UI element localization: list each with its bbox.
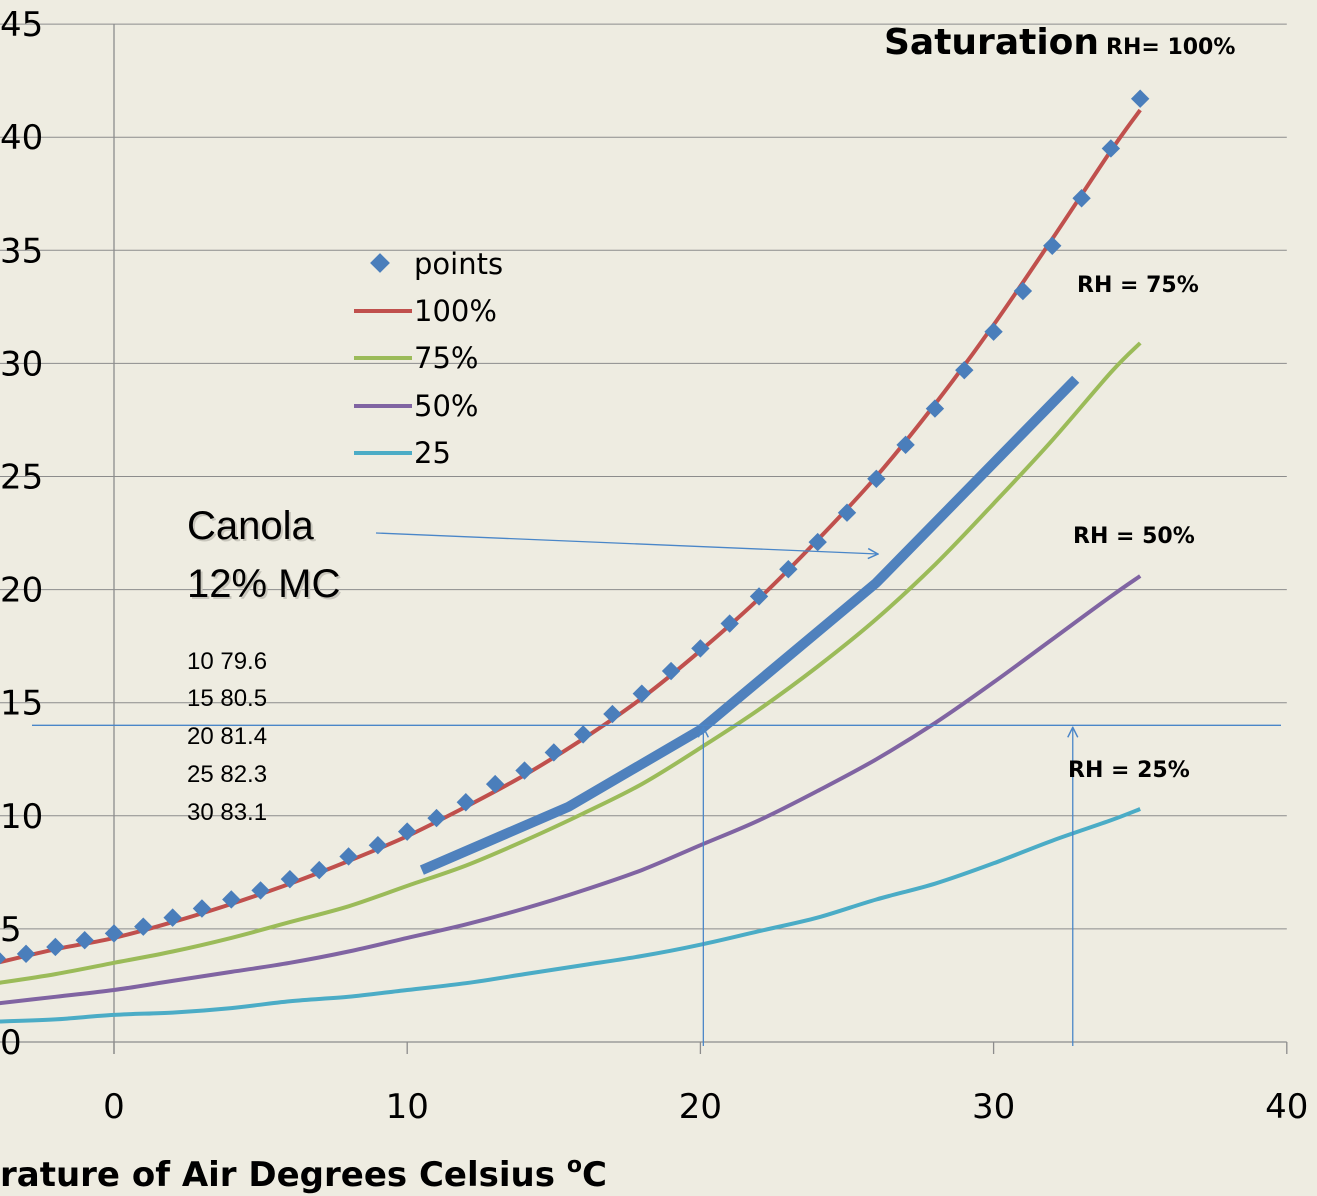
series-line-rh25 (0, 807, 1141, 1024)
series-line-rh75 (0, 341, 1142, 985)
x-tick-label: 0 (103, 1087, 125, 1127)
y-tick-label: 5 (0, 910, 22, 950)
data-point (779, 560, 798, 579)
data-point (222, 890, 241, 909)
canola-annotation: Canola Canola 12% MC 12% MC (187, 504, 342, 608)
y-tick-label: 15 (0, 684, 43, 724)
data-point (104, 924, 124, 943)
data-point (573, 725, 593, 744)
guide-lines (32, 532, 1281, 1046)
x-axis-label: rature of Air Degrees Celsius oC (0, 1153, 607, 1195)
table-row: 30 83.1 (187, 799, 267, 826)
legend-label-25: 25 (414, 436, 451, 470)
canola-label-shadow: Canola (189, 506, 317, 550)
data-point (837, 503, 857, 522)
data-point (984, 322, 1003, 341)
table-row: 20 81.4 (187, 723, 267, 750)
table-row: 15 80.5 (187, 685, 267, 712)
y-tick-label: 35 (0, 231, 43, 271)
y-tick-label: 10 (0, 797, 43, 837)
series-line-rh100 (0, 108, 1142, 965)
canola-mc-label: 12% MC (187, 562, 340, 606)
data-point (1130, 89, 1150, 108)
y-tick-label: 30 (0, 344, 43, 384)
data-point (867, 469, 886, 488)
table-row: 25 82.3 (187, 761, 267, 788)
y-tick-label: 25 (0, 458, 43, 498)
rh100-label: RH= 100% (1106, 35, 1235, 60)
data-point (749, 587, 769, 606)
canola-mc-label-shadow: 12% MC (189, 564, 342, 608)
saturation-label: Saturation (884, 22, 1099, 63)
canola-pointer-arrow (375, 532, 878, 554)
data-point (661, 661, 681, 681)
canola-line (419, 375, 1080, 875)
data-point (720, 614, 739, 633)
y-tick-label: 0 (0, 1023, 22, 1063)
canola-label: Canola (187, 504, 315, 548)
legend-label-75: 75% (414, 341, 478, 375)
series-line-rh50 (0, 574, 1142, 1006)
data-point (1043, 236, 1062, 256)
data-point (280, 869, 300, 889)
data-point (544, 743, 564, 762)
rh50-label: RH = 50% (1073, 524, 1195, 549)
data-point (456, 793, 476, 812)
x-tick-label: 20 (679, 1087, 722, 1127)
data-point (896, 435, 915, 455)
x-tick-label: 30 (972, 1087, 1015, 1127)
data-point (808, 532, 827, 552)
legend-marker-points (370, 253, 390, 273)
x-tick-label: 40 (1265, 1087, 1308, 1127)
table-row: 10 79.6 (187, 648, 267, 675)
data-point (163, 908, 182, 927)
data-point (427, 808, 446, 828)
legend: points 100% 75% 50% 25 (354, 247, 503, 470)
data-point (46, 937, 65, 957)
rh75-label: RH = 75% (1077, 273, 1199, 298)
data-point (955, 360, 974, 380)
rh25-label: RH = 25% (1068, 758, 1190, 783)
data-point (0, 949, 6, 968)
x-tick-label: 10 (386, 1087, 429, 1127)
data-point (603, 704, 622, 724)
tick-labels: 0 5 10 15 20 25 30 35 40 45 0 10 20 30 40 (0, 5, 1308, 1127)
data-point (632, 684, 651, 703)
y-tick-label: 45 (0, 5, 43, 45)
data-point (1013, 281, 1033, 301)
legend-label-50: 50% (414, 389, 478, 423)
data-point (515, 761, 534, 780)
y-tick-label: 20 (0, 571, 43, 611)
data-point (192, 899, 212, 918)
series-points (0, 89, 1150, 968)
data-point (368, 835, 388, 855)
data-point (134, 917, 153, 936)
legend-label-points: points (414, 247, 503, 281)
data-point (485, 774, 505, 794)
legend-label-100: 100% (414, 294, 497, 328)
y-tick-label: 40 (0, 118, 43, 158)
gridlines (0, 23, 1287, 930)
series-lines (0, 108, 1142, 1024)
canola-table: 10 79.6 15 80.5 20 81.4 25 82.3 30 83.1 (187, 648, 267, 826)
data-point (397, 822, 417, 841)
